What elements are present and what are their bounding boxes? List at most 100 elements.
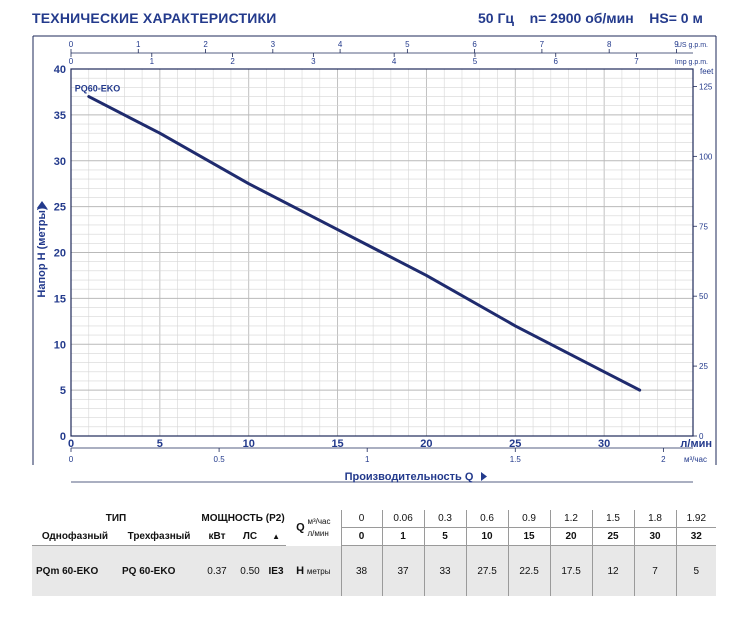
- q-unit-m3h: м³/час: [307, 516, 331, 526]
- q-lpm-cell: 1: [381, 527, 425, 546]
- chart-frame: [32, 35, 717, 483]
- h-value-cell: 12: [591, 545, 635, 596]
- x-tick-label-m3h: 2: [661, 455, 666, 464]
- x-tick-label-impgpm: 0: [69, 57, 74, 66]
- x-tick-label-impgpm: 1: [150, 57, 155, 66]
- kw-header: кВт: [200, 527, 235, 546]
- h-value-cell: 22.5: [507, 545, 551, 596]
- q-unit-lpm: л/мин: [307, 528, 329, 538]
- y-axis-arrow-icon: [37, 201, 47, 208]
- q-m3h-cell: 1.92: [675, 510, 717, 528]
- q-m3h-cell: 1.2: [549, 510, 593, 528]
- h-value-cell: 27.5: [465, 545, 509, 596]
- y-tick-label-meters: 0: [60, 431, 66, 443]
- plot-frame: [70, 68, 694, 437]
- lpm-unit-label: л/мин: [680, 438, 712, 450]
- q-lpm-cell: 15: [507, 527, 551, 546]
- h-value-cell: 38: [340, 545, 383, 596]
- y-tick-label-meters: 10: [54, 339, 66, 351]
- h-value-cell: 5: [675, 545, 717, 596]
- single-phase-header: Однофазный: [32, 527, 118, 546]
- q-lpm-cell: 32: [675, 527, 717, 546]
- y-tick-label-feet: 75: [699, 222, 708, 231]
- x-tick-label-lpm: 25: [509, 438, 521, 450]
- x-tick-label-m3h: 1.5: [510, 455, 522, 464]
- q-header: Q м³/час л/мин: [286, 510, 342, 546]
- usgpm-unit-label: US g.p.m.: [677, 42, 708, 49]
- triangle-icon: ▲: [266, 527, 287, 546]
- h-value-cell: 37: [381, 545, 425, 596]
- h-value-cell: 7: [633, 545, 677, 596]
- q-lpm-cell: 10: [465, 527, 509, 546]
- x-tick-label-lpm: 30: [598, 438, 610, 450]
- power-kw: 0.37: [200, 545, 235, 596]
- x-tick-label-usgpm: 8: [607, 40, 612, 49]
- impgpm-unit-label: Imp g.p.m.: [675, 59, 708, 66]
- x-tick-label-usgpm: 1: [136, 40, 141, 49]
- q-m3h-cell: 1.8: [633, 510, 677, 528]
- y-tick-label-meters: 5: [60, 385, 66, 397]
- type-header: ТИП: [32, 510, 201, 528]
- y-tick-label-feet: 25: [699, 362, 708, 371]
- x-axis-arrow-icon: [481, 472, 487, 481]
- three-phase-header: Трехфазный: [118, 527, 201, 546]
- x-tick-label-impgpm: 3: [311, 57, 316, 66]
- q-lpm-cell: 5: [423, 527, 467, 546]
- x-tick-label-usgpm: 3: [271, 40, 276, 49]
- q-label: Q: [296, 521, 305, 534]
- page-title: ТЕХНИЧЕСКИЕ ХАРАКТЕРИСТИКИ: [32, 10, 277, 26]
- y-tick-label-meters: 40: [54, 64, 66, 76]
- x-tick-label-usgpm: 0: [69, 40, 74, 49]
- chart-series: PQ60-EKO: [75, 84, 642, 392]
- power-hp: 0.50: [234, 545, 267, 596]
- spec-table: ТИП МОЩНОСТЬ (P2) Q м³/час л/мин 0 0.06 …: [32, 510, 717, 596]
- hp-header: ЛС: [234, 527, 267, 546]
- x-tick-label-impgpm: 4: [392, 57, 397, 66]
- q-m3h-cell: 1.5: [591, 510, 635, 528]
- series-line: [87, 95, 642, 392]
- model-single-phase: PQm 60-EKO: [32, 545, 118, 596]
- h-unit: метры: [306, 566, 331, 576]
- x-tick-label-usgpm: 4: [338, 40, 343, 49]
- m3h-unit-label: м³/час: [684, 455, 707, 464]
- q-m3h-cell: 0: [340, 510, 383, 528]
- x-tick-label-m3h: 0.5: [214, 455, 226, 464]
- power-header: МОЩНОСТЬ (P2): [200, 510, 287, 528]
- x-tick-label-impgpm: 5: [473, 57, 478, 66]
- y-tick-label-meters: 15: [54, 293, 66, 305]
- x-tick-label-usgpm: 5: [405, 40, 410, 49]
- operating-conditions: 50 Гц n= 2900 об/мин HS= 0 м: [478, 10, 703, 26]
- x-tick-label-lpm: 0: [68, 438, 74, 450]
- q-lpm-cell: 0: [340, 527, 383, 546]
- q-m3h-cell: 0.06: [381, 510, 425, 528]
- feet-unit-label: feet: [700, 67, 714, 76]
- x-tick-label-usgpm: 7: [540, 40, 545, 49]
- x-tick-label-impgpm: 2: [230, 57, 235, 66]
- y-tick-label-meters: 35: [54, 110, 66, 122]
- q-lpm-cell: 20: [549, 527, 593, 546]
- y-tick-label-meters: 20: [54, 248, 66, 260]
- model-three-phase: PQ 60-EKO: [118, 545, 201, 596]
- x-tick-label-impgpm: 6: [554, 57, 559, 66]
- h-value-cell: 33: [423, 545, 467, 596]
- y-tick-label-feet: 125: [699, 82, 713, 91]
- x-tick-label-lpm: 15: [331, 438, 343, 450]
- h-value-cell: 17.5: [549, 545, 593, 596]
- x-tick-label-usgpm: 9: [674, 40, 679, 49]
- y-axis-title: Напор H (метры): [36, 206, 48, 297]
- q-m3h-cell: 0.9: [507, 510, 551, 528]
- x-tick-label-impgpm: 7: [634, 57, 639, 66]
- y-tick-label-feet: 50: [699, 292, 708, 301]
- q-lpm-cell: 30: [633, 527, 677, 546]
- y-tick-label-feet: 0: [699, 432, 704, 441]
- y-tick-label-meters: 25: [54, 202, 66, 214]
- q-m3h-cell: 0.3: [423, 510, 467, 528]
- y-tick-label-feet: 100: [699, 152, 713, 161]
- y-tick-label-meters: 30: [54, 156, 66, 168]
- x-tick-label-m3h: 0: [69, 455, 74, 464]
- x-tick-label-usgpm: 2: [203, 40, 208, 49]
- x-tick-label-m3h: 1: [365, 455, 370, 464]
- h-label: H: [296, 564, 305, 577]
